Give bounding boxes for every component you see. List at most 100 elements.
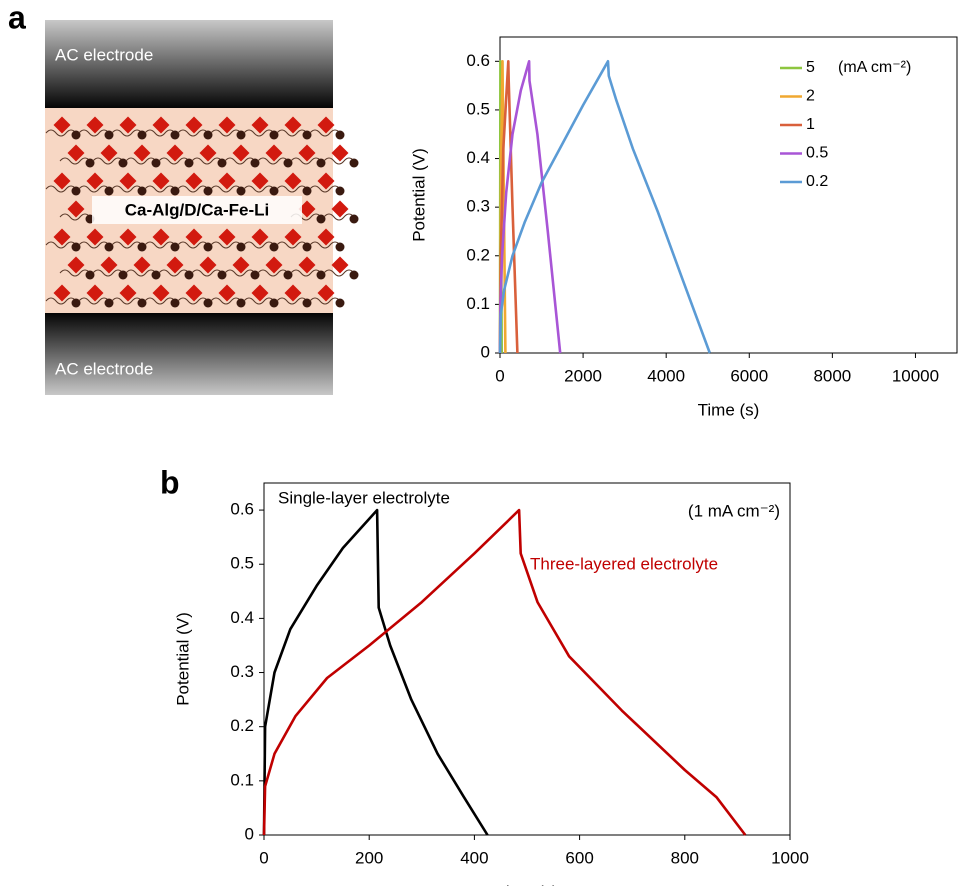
diamond (133, 256, 151, 274)
particle (335, 298, 345, 308)
electrolyte-label: Ca-Alg/D/Ca-Fe-Li (125, 200, 270, 219)
diamond (251, 228, 269, 246)
wire (92, 157, 124, 165)
x-tick-label: 6000 (730, 366, 768, 385)
diamond (284, 172, 302, 190)
y-tick-label: 0.5 (466, 99, 490, 118)
plot-frame (263, 482, 791, 836)
particle (104, 242, 114, 252)
diamond (119, 228, 137, 246)
diamond (218, 172, 236, 190)
diamond (251, 116, 269, 134)
x-axis-label: Time (s) (496, 882, 558, 886)
diamond (166, 256, 184, 274)
particle (118, 158, 128, 168)
particle (137, 130, 147, 140)
particle (335, 130, 345, 140)
wire (177, 129, 209, 137)
diamond (152, 116, 170, 134)
y-tick-label: 0 (481, 342, 490, 361)
wire (210, 129, 242, 137)
particle (250, 270, 260, 280)
wire (224, 269, 256, 277)
wire (45, 241, 77, 249)
particle (269, 298, 279, 308)
wire (243, 297, 275, 305)
wire (309, 241, 341, 249)
electrode-label: AC electrode (55, 359, 153, 378)
particle (170, 298, 180, 308)
particle (184, 270, 194, 280)
x-tick-label: 800 (671, 848, 699, 867)
legend-label: 0.5 (806, 145, 828, 162)
wire (276, 241, 308, 249)
wire (78, 129, 110, 137)
legend-title: (mA cm⁻²) (838, 59, 911, 76)
diamond (298, 144, 316, 162)
y-tick-label: 0.3 (230, 662, 254, 681)
diamond (152, 228, 170, 246)
particle (71, 186, 81, 196)
diamond (86, 228, 104, 246)
particle (236, 130, 246, 140)
diamond (185, 116, 203, 134)
particle (283, 158, 293, 168)
particle (349, 270, 359, 280)
wire (177, 241, 209, 249)
wire (45, 297, 77, 305)
particle (283, 270, 293, 280)
y-tick-label: 0 (245, 824, 254, 843)
diamond (331, 256, 349, 274)
particle (137, 186, 147, 196)
wire (144, 129, 176, 137)
diamond (152, 172, 170, 190)
particle (335, 242, 345, 252)
wire (290, 157, 322, 165)
wire (323, 157, 355, 165)
diamond (152, 284, 170, 302)
wire (177, 297, 209, 305)
wire (210, 185, 242, 193)
wire (309, 129, 341, 137)
diamond (67, 144, 85, 162)
wire (290, 269, 322, 277)
wire (276, 185, 308, 193)
diamond (232, 144, 250, 162)
electrode-label: AC electrode (55, 45, 153, 64)
wire (243, 185, 275, 193)
diamond (53, 116, 71, 134)
diamond (67, 256, 85, 274)
diamond (199, 144, 217, 162)
y-axis-label: Potential (V) (409, 148, 428, 242)
particle (71, 242, 81, 252)
diamond (298, 200, 316, 218)
wire (210, 297, 242, 305)
wire (276, 129, 308, 137)
particle (349, 214, 359, 224)
y-tick-label: 0.1 (230, 770, 254, 789)
diamond (86, 172, 104, 190)
particle (170, 130, 180, 140)
particle (71, 298, 81, 308)
x-tick-label: 200 (355, 848, 383, 867)
wire (59, 269, 91, 277)
wire (309, 185, 341, 193)
wire (191, 157, 223, 165)
wire (243, 241, 275, 249)
wire (45, 185, 77, 193)
diamond (265, 256, 283, 274)
diamond (119, 172, 137, 190)
wire (125, 157, 157, 165)
diamond (185, 228, 203, 246)
wire (191, 269, 223, 277)
particle (137, 298, 147, 308)
wire (111, 297, 143, 305)
diamond (317, 172, 335, 190)
wire (59, 213, 91, 221)
y-tick-label: 0.2 (230, 716, 254, 735)
particle (85, 158, 95, 168)
diamond (218, 284, 236, 302)
y-tick-label: 0.6 (230, 500, 254, 519)
label-box (92, 196, 302, 224)
legend-label: 5 (806, 59, 815, 76)
